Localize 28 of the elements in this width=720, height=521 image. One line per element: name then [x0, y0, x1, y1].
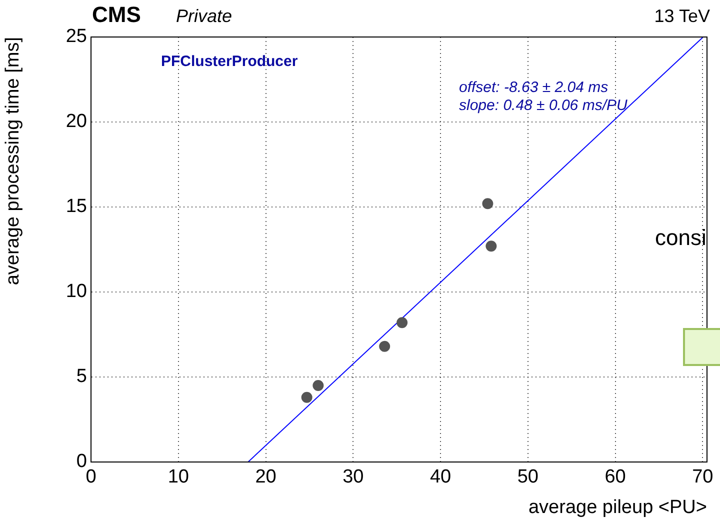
annotation: offset: -8.63 ± 2.04 ms: [459, 79, 609, 96]
x-tick-label: 50: [517, 466, 538, 488]
x-tick-label: 30: [342, 466, 364, 488]
point: [379, 340, 390, 352]
text: CMS: [92, 2, 141, 27]
x-tick-label: 70: [692, 466, 714, 488]
x-tick-label: 10: [168, 466, 189, 488]
point: [486, 240, 497, 252]
point: [312, 380, 324, 391]
y-tick-label: 15: [66, 196, 87, 218]
annotation: PFClusterProducer: [161, 53, 298, 70]
x-tick-label: 40: [430, 466, 452, 488]
y-axis-title: average processing time [ms]: [2, 37, 24, 286]
x-tick-label: 60: [604, 466, 626, 488]
point: [301, 392, 312, 403]
y-tick-label: 25: [66, 26, 87, 48]
annotation: slope: 0.48 ± 0.06 ms/PU: [459, 97, 628, 114]
point: [396, 317, 408, 328]
annotation: consi: [655, 225, 706, 250]
y-tick-label: 0: [76, 451, 87, 472]
text: Private: [176, 6, 232, 26]
y-tick-label: 5: [76, 366, 87, 388]
x-tick-label: 20: [255, 466, 276, 488]
y-tick-label: 20: [66, 111, 87, 132]
text: 13 TeV: [654, 6, 710, 26]
x-axis-title: average pileup <PU>: [528, 496, 707, 518]
y-tick-label: 10: [66, 281, 87, 302]
point: [482, 198, 494, 210]
